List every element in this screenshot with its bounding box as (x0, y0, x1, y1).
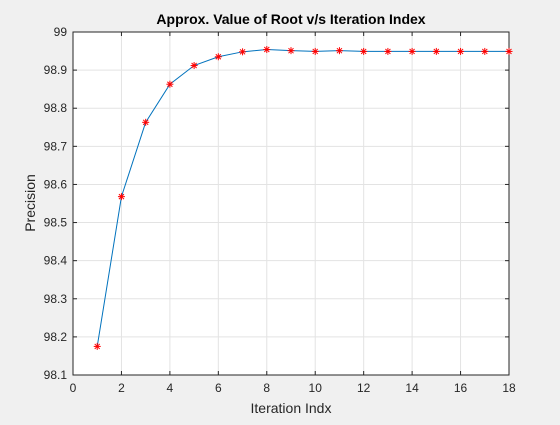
data-point-marker (408, 47, 416, 55)
x-tick-label: 10 (309, 381, 323, 395)
y-axis-label: Precision (22, 174, 38, 232)
data-point-marker (384, 47, 392, 55)
x-tick-label: 0 (70, 381, 77, 395)
data-point-marker (457, 47, 465, 55)
data-point-marker (335, 47, 343, 55)
x-axis-label: Iteration Indx (251, 400, 332, 416)
data-point-marker (432, 47, 440, 55)
data-point-marker (166, 80, 174, 88)
data-point-marker (239, 48, 247, 56)
series-layer (93, 46, 513, 350)
x-tick-label: 16 (454, 381, 468, 395)
ticks (72, 31, 510, 376)
chart-title: Approx. Value of Root v/s Iteration Inde… (156, 11, 425, 27)
y-tick-label: 98.1 (44, 368, 68, 382)
y-tick-label: 98.4 (44, 254, 68, 268)
tick-labels: 0 2 4 6 8 10 12 14 16 18 98.1 98.2 98.3 98.4 98.5 98.6 9… (44, 25, 516, 395)
data-point-marker (117, 193, 125, 201)
data-point-marker (190, 62, 198, 70)
y-tick-label: 98.8 (44, 101, 68, 115)
data-point-marker (263, 46, 271, 54)
x-tick-label: 12 (357, 381, 371, 395)
y-tick-label: 98.7 (44, 139, 68, 153)
plot-area (73, 32, 509, 375)
y-tick-label: 98.6 (44, 177, 68, 191)
data-point-marker (360, 47, 368, 55)
x-tick-label: 18 (502, 381, 516, 395)
x-tick-label: 8 (263, 381, 270, 395)
x-tick-label: 4 (167, 381, 174, 395)
x-tick-label: 14 (405, 381, 419, 395)
data-point-marker (93, 342, 101, 350)
data-point-marker (481, 47, 489, 55)
data-point-marker (142, 118, 150, 126)
x-tick-label: 2 (118, 381, 125, 395)
y-tick-label: 98.9 (44, 63, 68, 77)
x-tick-label: 6 (215, 381, 222, 395)
data-point-marker (311, 47, 319, 55)
series-line (96, 49, 509, 347)
y-tick-label: 98.3 (44, 292, 68, 306)
data-point-marker (214, 53, 222, 61)
y-tick-label: 99 (54, 25, 68, 39)
data-point-marker (505, 47, 513, 55)
axes-box (72, 31, 510, 376)
y-tick-label: 98.5 (44, 216, 68, 230)
data-point-marker (287, 47, 295, 55)
y-tick-label: 98.2 (44, 330, 68, 344)
